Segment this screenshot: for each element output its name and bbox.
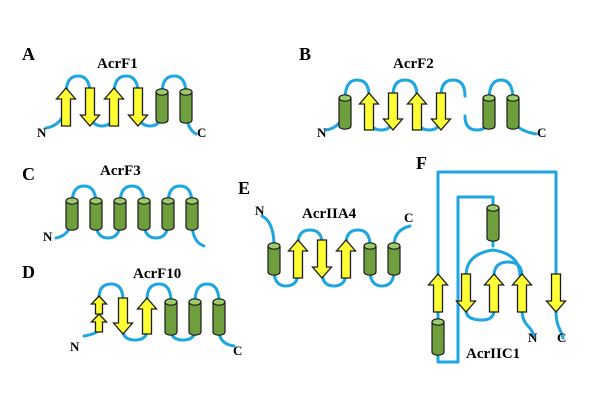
protein-name-acriic1: AcrIIC1	[466, 346, 520, 362]
strand-acrf10-2	[112, 297, 134, 335]
helix-acriic1-3-body	[486, 208, 500, 242]
helix-acriic1-2-body	[431, 322, 445, 356]
panel-letter-b: B	[299, 44, 311, 64]
n-terminus-e: N	[255, 203, 265, 218]
c-terminus-b: C	[537, 125, 546, 140]
topology-shapes	[44, 74, 567, 364]
helix-acrf2-6-cap	[482, 94, 496, 102]
strand-acrf2-5	[430, 92, 452, 131]
loop-acriic1-8	[554, 310, 565, 340]
helix-acrf3-3-body	[113, 201, 127, 231]
c-terminus-a: C	[197, 125, 206, 140]
helix-acriia4-6-cap	[387, 242, 401, 250]
helix-acrf3-5-cap	[161, 197, 175, 205]
strand-acriic1-7	[545, 273, 567, 313]
helix-acrf3-6-cap	[185, 197, 199, 205]
protein-name-acrf1: AcrF1	[97, 56, 138, 72]
strand-acriia4-2	[287, 239, 309, 279]
protein-name-acrf3: AcrF3	[100, 163, 141, 179]
helix-acriia4-1-body	[267, 246, 281, 276]
strand-acrf1-2	[79, 87, 101, 127]
strand-acrf1-3	[103, 87, 125, 127]
helix-acrf3-6-body	[185, 201, 199, 231]
helix-acrf10-5-body	[188, 302, 202, 336]
helix-acrf2-7-body	[506, 98, 520, 130]
helix-acriia4-6-body	[387, 246, 401, 276]
helix-acrf1-6-body	[179, 92, 193, 124]
n-terminus-b: N	[317, 125, 327, 140]
c-terminus-e: C	[404, 210, 413, 225]
helix-acrf1-6-cap	[179, 88, 193, 96]
helix-acriic1-2-cap	[431, 318, 445, 326]
helix-acrf2-1-body	[338, 98, 352, 130]
loop-acrf3	[54, 184, 206, 248]
n-terminus-a: N	[37, 125, 47, 140]
helix-acrf1-5-cap	[155, 88, 169, 96]
helix-acrf2-1-cap	[338, 94, 352, 102]
loop-acriia4	[260, 214, 412, 288]
strand-acrf10-3	[136, 297, 158, 335]
strand-acrf1-1	[55, 87, 77, 127]
loop-acriic1-4	[464, 308, 496, 322]
panel-letter-d: D	[22, 262, 35, 282]
panel-letter-a: A	[22, 44, 35, 64]
loop-acrf10	[82, 282, 236, 348]
loop-acriic1-5	[492, 260, 524, 278]
strand-acrf10-1b	[89, 295, 109, 315]
strand-acrf2-4	[406, 92, 428, 131]
helix-acrf10-4-body	[164, 302, 178, 336]
panel-letter-c: C	[22, 164, 35, 184]
strand-acrf10-1a	[89, 313, 109, 333]
panel-letter-f: F	[416, 153, 427, 173]
helix-acrf3-2-body	[89, 201, 103, 231]
strand-acrf2-2	[358, 92, 380, 131]
n-terminus-f: N	[528, 330, 538, 345]
loop-acrf2	[324, 78, 538, 136]
helix-acrf3-1-cap	[65, 197, 79, 205]
helix-acrf3-3-cap	[113, 197, 127, 205]
helix-acriia4-5-cap	[363, 242, 377, 250]
protein-name-acrf10: AcrF10	[133, 266, 181, 282]
helix-acrf10-6-cap	[212, 298, 226, 306]
helix-acriic1-3-cap	[486, 204, 500, 212]
strand-acriia4-4	[335, 239, 357, 279]
helix-acrf3-4-body	[137, 201, 151, 231]
strand-acriic1-4	[455, 273, 477, 313]
helix-acriia4-5-body	[363, 246, 377, 276]
helix-acrf10-6-body	[212, 302, 226, 336]
loop-acriic1-7	[436, 170, 558, 278]
panel-letter-e: E	[238, 178, 250, 198]
n-terminus-d: N	[70, 339, 80, 354]
c-terminus-f: C	[557, 330, 566, 345]
loop-acrf1	[44, 74, 198, 136]
helix-acrf3-2-cap	[89, 197, 103, 205]
protein-name-acriia4: AcrIIA4	[302, 206, 357, 222]
helix-acrf2-6-body	[482, 98, 496, 130]
helix-acrf10-4-cap	[164, 298, 178, 306]
helix-acrf2-7-cap	[506, 94, 520, 102]
helix-acrf3-1-body	[65, 201, 79, 231]
loop-acriic1-1	[436, 195, 495, 364]
strand-acriia4-3	[311, 239, 333, 279]
helix-acrf10-5-cap	[188, 298, 202, 306]
c-terminus-d: C	[233, 343, 242, 358]
loop-acriic1-6	[520, 308, 536, 338]
strand-acriic1-5	[483, 273, 505, 313]
helix-acrf1-5-body	[155, 92, 169, 124]
strand-acriic1-1	[427, 273, 449, 313]
strand-acrf1-4	[127, 87, 149, 127]
strand-acriic1-6	[511, 273, 533, 313]
n-terminus-c: N	[43, 229, 53, 244]
helix-acriia4-1-cap	[267, 242, 281, 250]
strand-acrf2-3	[382, 92, 404, 131]
protein-name-acrf2: AcrF2	[393, 56, 434, 72]
helix-acrf3-4-cap	[137, 197, 151, 205]
helix-acrf3-5-body	[161, 201, 175, 231]
